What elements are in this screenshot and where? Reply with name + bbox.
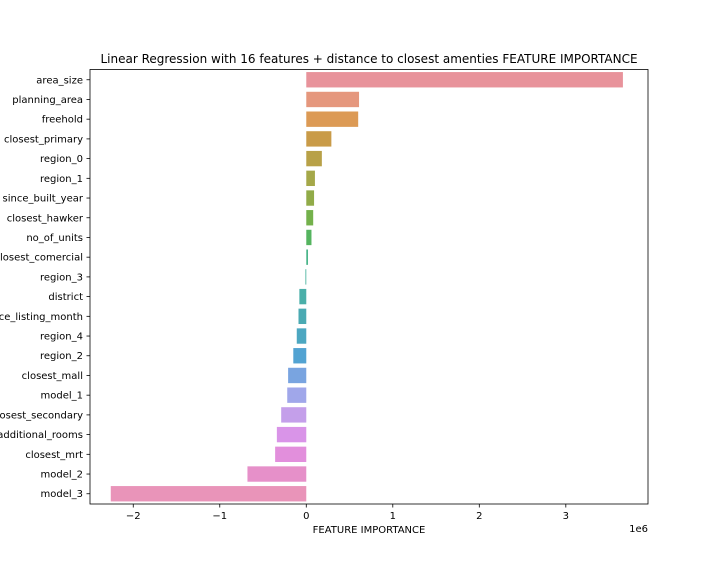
- y-tick-label: model_1: [41, 391, 84, 402]
- bar-closest_mrt: [275, 446, 307, 463]
- bar-region_0: [306, 150, 322, 167]
- y-tick-label: planning_area: [12, 95, 83, 106]
- bar-model_1: [287, 387, 307, 403]
- bar-region_3: [305, 269, 307, 285]
- bar-since_built_year: [306, 190, 315, 206]
- plot-frame: [89, 69, 649, 505]
- y-tick-label: region_3: [40, 272, 83, 283]
- y-tick-label: region_1: [40, 174, 83, 185]
- chart-title: Linear Regression with 16 features + dis…: [100, 52, 637, 66]
- bar-closest_comercial: [306, 249, 309, 265]
- x-axis-label: FEATURE IMPORTANCE: [313, 525, 426, 536]
- y-tick-label: closest_primary: [4, 134, 83, 145]
- bar-district: [299, 288, 307, 305]
- y-tick-label: closest_comercial: [0, 253, 83, 264]
- bar-region_4: [296, 328, 307, 344]
- bar-region_1: [306, 170, 315, 187]
- bars-group: [110, 72, 623, 502]
- bar-closest_secondary: [281, 407, 307, 423]
- y-tick-label: additional_rooms: [0, 430, 83, 441]
- y-tick-label: model_2: [41, 470, 84, 481]
- bar-region_2: [293, 348, 307, 364]
- y-tick-label: freehold: [42, 115, 83, 126]
- bar-closest_mall: [288, 367, 307, 384]
- y-tick-label: closest_mrt: [25, 450, 83, 461]
- bar-model_2: [247, 466, 307, 482]
- bar-since_listing_month: [298, 308, 307, 325]
- y-tick-label: region_4: [40, 332, 83, 343]
- x-tick-label: 2: [476, 511, 482, 522]
- x-tick-label: 1: [390, 511, 396, 522]
- x-axis-scale-label: 1e6: [629, 524, 648, 535]
- y-tick-labels: area_size planning_area freehold closest_pr…: [0, 75, 90, 500]
- bar-model_3: [110, 486, 307, 502]
- x-tick-label: −1: [212, 511, 227, 522]
- bar-closest_primary: [306, 131, 332, 147]
- y-tick-label: no_of_units: [26, 233, 83, 244]
- bar-freehold: [306, 111, 359, 127]
- y-tick-label: since_listing_month: [0, 312, 83, 323]
- y-tick-label: since_built_year: [3, 194, 84, 205]
- y-tick-label: closest_mall: [22, 371, 83, 382]
- y-tick-label: model_3: [41, 489, 84, 500]
- x-tick-label: −2: [126, 511, 141, 522]
- y-tick-label: closest_secondary: [0, 410, 83, 421]
- bar-closest_hawker: [306, 210, 314, 226]
- x-tick-label: 0: [303, 511, 309, 522]
- x-ticks: −2 −1 0 1 2 3: [126, 504, 569, 522]
- y-tick-label: district: [48, 292, 83, 303]
- x-tick-label: 3: [563, 511, 569, 522]
- y-tick-label: region_0: [40, 154, 83, 165]
- bar-no_of_units: [306, 229, 312, 246]
- bar-planning_area: [306, 91, 360, 108]
- bar-area_size: [306, 72, 623, 88]
- bar-additional_rooms: [276, 426, 307, 443]
- y-tick-label: region_2: [40, 351, 83, 362]
- y-tick-label: area_size: [36, 75, 83, 86]
- y-tick-label: closest_hawker: [7, 213, 84, 224]
